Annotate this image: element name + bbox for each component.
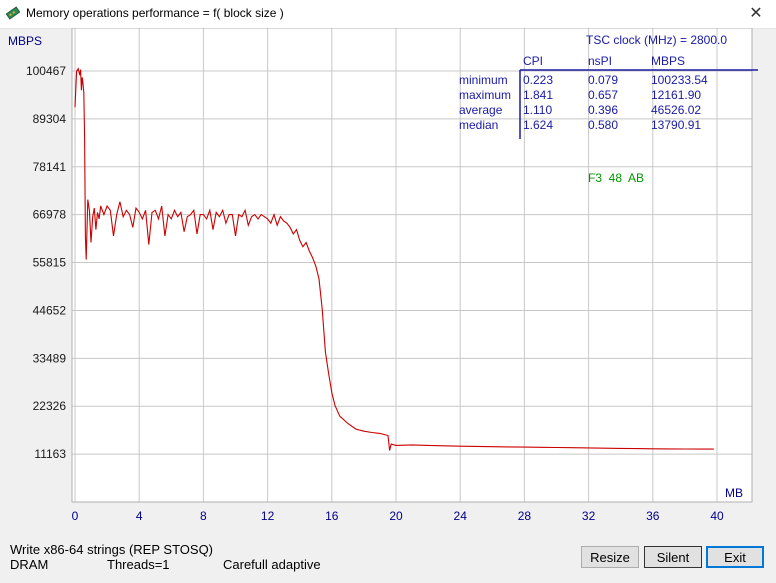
- plot-background: [72, 28, 752, 502]
- x-tick-label: 24: [454, 509, 468, 523]
- y-tick-label: 78141: [33, 160, 67, 174]
- x-tick-label: 12: [261, 509, 275, 523]
- header-mbps: MBPS: [651, 54, 685, 68]
- performance-chart: MBPS MB 11163 22326 33489 44652 55815 66978 78…: [8, 27, 758, 523]
- stats-table: TSC clock (MHz) = 2800.0 CPI nsPI MBPS m…: [459, 33, 758, 185]
- memory-type-label: DRAM: [10, 557, 49, 572]
- x-tick-label: 20: [389, 509, 403, 523]
- title-bar: Memory operations performance = f( block…: [0, 0, 776, 29]
- x-tick-label: 32: [582, 509, 596, 523]
- row-cpi: 1.624: [523, 118, 553, 132]
- x-tick-label: 16: [325, 509, 339, 523]
- header-nspi: nsPI: [588, 54, 612, 68]
- row-mbps: 13790.91: [651, 118, 701, 132]
- y-tick-label: 33489: [33, 351, 67, 365]
- grid-lines: [71, 27, 753, 503]
- memory-chip-icon: [6, 6, 20, 20]
- close-icon: ✕: [749, 5, 763, 22]
- y-tick-label: 55815: [33, 256, 67, 270]
- row-nspi: 0.396: [588, 103, 618, 117]
- row-mbps: 100233.54: [651, 73, 708, 87]
- x-tick-label: 36: [646, 509, 660, 523]
- row-label: maximum: [459, 88, 511, 102]
- resize-button[interactable]: Resize: [581, 546, 639, 568]
- row-label: median: [459, 118, 498, 132]
- series-line: [74, 67, 714, 451]
- operation-label: Write x86-64 strings (REP STOSQ): [10, 542, 214, 557]
- x-axis-label: MB: [725, 486, 743, 500]
- y-tick-label: 100467: [26, 64, 66, 78]
- row-mbps: 46526.02: [651, 103, 701, 117]
- header-cpi: CPI: [523, 54, 543, 68]
- x-tick-label: 40: [710, 509, 724, 523]
- mode-label: Carefull adaptive: [223, 557, 321, 572]
- x-tick-labels: 0 4 8 12 16 20 24 28 32 36 40: [72, 509, 724, 523]
- row-mbps: 12161.90: [651, 88, 701, 102]
- row-nspi: 0.079: [588, 73, 618, 87]
- window-title: Memory operations performance = f( block…: [26, 6, 284, 20]
- x-tick-label: 28: [518, 509, 532, 523]
- y-tick-label: 89304: [33, 112, 67, 126]
- row-nspi: 0.580: [588, 118, 618, 132]
- plot-frame: [71, 27, 753, 503]
- threads-label: Threads=1: [107, 557, 170, 572]
- y-tick-label: 44652: [33, 303, 67, 317]
- plot-area: MBPS MB 11163 22326 33489 44652 55815 66978 78…: [0, 27, 776, 531]
- x-tick-label: 0: [72, 509, 79, 523]
- y-axis-label: MBPS: [8, 34, 42, 48]
- row-nspi: 0.657: [588, 88, 618, 102]
- close-button[interactable]: ✕: [736, 0, 776, 28]
- row-label: minimum: [459, 73, 508, 87]
- row-cpi: 1.110: [523, 103, 552, 117]
- tsc-clock-label: TSC clock (MHz) = 2800.0: [586, 33, 727, 47]
- silent-button[interactable]: Silent: [644, 546, 702, 568]
- row-cpi: 1.841: [523, 88, 553, 102]
- row-label: average: [459, 103, 503, 117]
- x-tick-label: 8: [200, 509, 207, 523]
- y-tick-labels: 11163 22326 33489 44652 55815 66978 78141 89304…: [26, 64, 66, 461]
- exit-button[interactable]: Exit: [706, 546, 764, 568]
- status-code: F3 48 AB: [588, 171, 644, 185]
- row-cpi: 0.223: [523, 73, 553, 87]
- y-tick-label: 22326: [33, 399, 67, 413]
- y-tick-label: 11163: [34, 447, 66, 461]
- y-tick-label: 66978: [33, 208, 67, 222]
- x-tick-label: 4: [136, 509, 143, 523]
